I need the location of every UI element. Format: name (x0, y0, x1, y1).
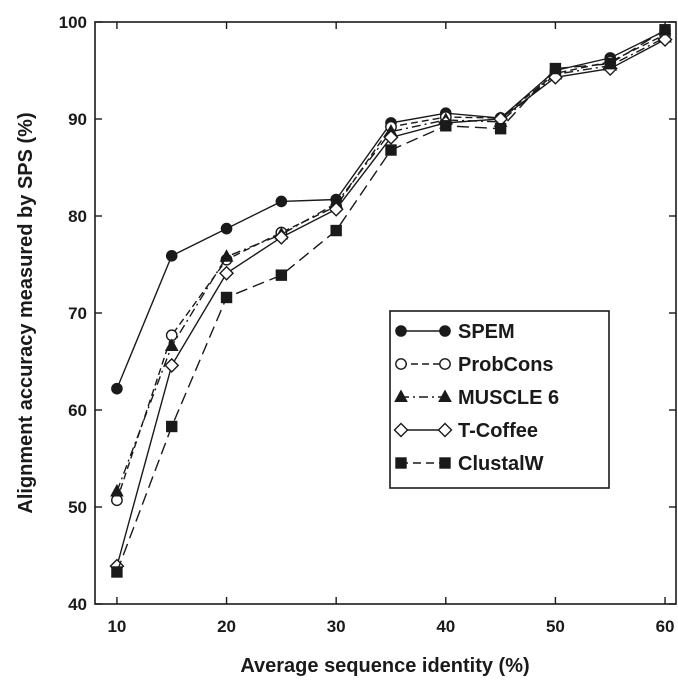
x-axis-title: Average sequence identity (%) (240, 655, 529, 677)
data-point-muscle-6 (164, 338, 179, 351)
legend-marker-spem (439, 325, 451, 337)
y-tick-label: 100 (59, 13, 87, 32)
y-tick-label: 80 (68, 207, 87, 226)
legend-label-clustalw: ClustalW (458, 453, 544, 475)
data-point-clustalw (111, 566, 123, 578)
data-point-clustalw (549, 62, 562, 75)
legend-marker-clustalw (439, 457, 451, 469)
legend-marker-spem (395, 325, 407, 337)
data-point-muscle-6 (110, 483, 124, 497)
data-point-clustalw (659, 24, 671, 36)
data-point-t-coffee (164, 357, 180, 373)
legend-marker-probcons (439, 358, 451, 370)
series-clustalw (111, 24, 671, 578)
series-layer (109, 24, 673, 578)
data-point-clustalw (494, 123, 507, 135)
data-point-clustalw (604, 58, 616, 70)
legend-marker-muscle-6 (438, 389, 452, 402)
data-point-clustalw (275, 269, 288, 281)
data-point-t-coffee (328, 201, 344, 217)
x-tick-label: 10 (107, 617, 126, 636)
data-point-muscle-6 (219, 249, 234, 262)
data-point-clustalw (330, 224, 342, 237)
x-tick-label: 40 (436, 617, 455, 636)
legend-label-t-coffee: T-Coffee (458, 420, 538, 442)
legend-label-muscle-6: MUSCLE 6 (458, 387, 559, 409)
axes-layer: 10 20 30 40 50 60 40 50 60 70 80 90 100 (59, 13, 677, 636)
series-line-clustalw (116, 29, 666, 573)
legend-marker-probcons (395, 358, 407, 370)
legend-box (389, 310, 610, 489)
data-point-t-coffee (657, 31, 673, 47)
legend-marker-t-coffee (437, 422, 453, 438)
legend-label-spem: SPEM (458, 321, 515, 343)
y-tick-label: 70 (68, 304, 87, 323)
legend-label-probcons: ProbCons (458, 354, 554, 376)
data-point-spem (275, 195, 288, 208)
data-point-spem (111, 382, 123, 395)
data-point-clustalw (385, 144, 397, 156)
y-tick-label: 90 (68, 110, 87, 129)
x-tick-label: 30 (327, 617, 346, 636)
y-axis-title: Alignment accuracy measured by SPS (%) (15, 112, 37, 513)
y-tick-label: 50 (68, 498, 87, 517)
data-point-spem (165, 249, 178, 262)
data-point-clustalw (166, 420, 178, 433)
y-tick-label: 60 (68, 401, 87, 420)
data-point-t-coffee (273, 229, 289, 245)
data-point-clustalw (440, 120, 452, 132)
data-point-probcons (111, 494, 123, 507)
x-tick-label: 60 (656, 617, 675, 636)
legend-marker-muscle-6 (394, 389, 408, 402)
legend: SPEM ProbCons MUSCLE 6 T-Coffee ClustalW (389, 310, 610, 489)
x-tick-label: 50 (546, 617, 565, 636)
data-point-spem (220, 222, 233, 235)
y-tick-label: 40 (68, 595, 87, 614)
data-point-t-coffee (383, 129, 399, 145)
data-point-t-coffee (219, 265, 235, 281)
data-point-clustalw (220, 291, 233, 304)
legend-marker-t-coffee (393, 422, 409, 438)
legend-marker-clustalw (395, 457, 407, 469)
x-tick-label: 20 (217, 617, 236, 636)
